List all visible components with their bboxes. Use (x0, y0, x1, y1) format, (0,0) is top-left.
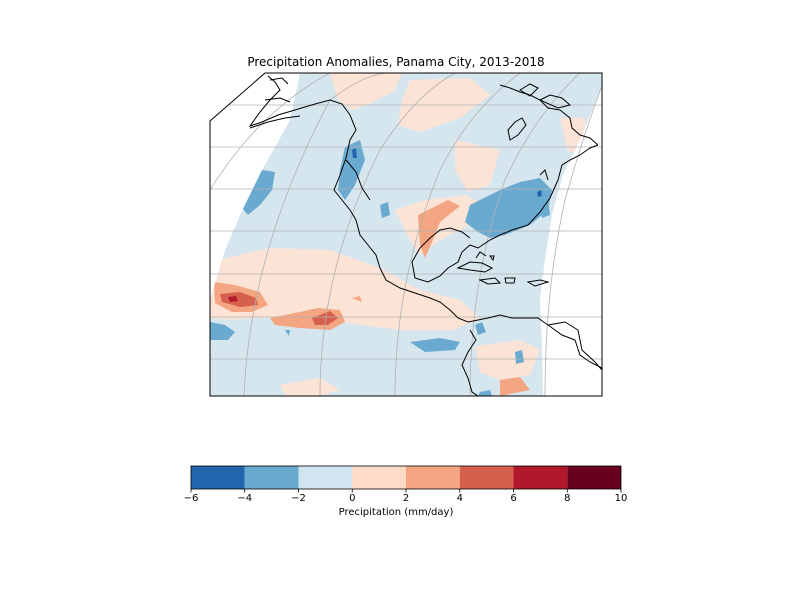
anomaly-positive-low (210, 73, 585, 396)
map-coastlines (248, 75, 602, 396)
colorbar-tick-label: −6 (183, 493, 199, 504)
map-title: Precipitation Anomalies, Panama City, 20… (247, 55, 545, 69)
colorbar-tick-label: 10 (614, 493, 628, 504)
colorbar-tick-label: 2 (402, 493, 410, 504)
colorbar-bin-4 (406, 466, 460, 489)
colorbar-tick-label: 4 (456, 493, 463, 504)
colorbar-tick-label: 6 (510, 493, 517, 504)
map-outside-domain (540, 86, 602, 396)
colorbar-bin-6 (513, 466, 568, 489)
colorbar-bin-3 (352, 466, 406, 489)
colorbar-bin-1 (244, 466, 299, 489)
anomaly-positive-peak (228, 296, 238, 302)
colorbar (190, 465, 622, 493)
colorbar-bin-0 (191, 466, 245, 489)
map-outside-domain-left (210, 73, 300, 300)
colorbar-bin-7 (567, 466, 621, 489)
colorbar-bin-2 (298, 466, 353, 489)
anomaly-positive-high (220, 292, 338, 325)
colorbar-tick-label: −2 (291, 493, 306, 504)
colorbar-label: Precipitation (mm/day) (338, 507, 454, 518)
colorbar-tick-label: 8 (564, 493, 571, 504)
map-gridlines (210, 73, 602, 396)
colorbar-tick-label: 0 (349, 493, 356, 504)
map-frame-border (209, 72, 603, 397)
colorbar-bin-5 (459, 466, 514, 489)
anomaly-negative-peak (352, 148, 542, 197)
colorbar-tick-label: −4 (237, 493, 253, 504)
